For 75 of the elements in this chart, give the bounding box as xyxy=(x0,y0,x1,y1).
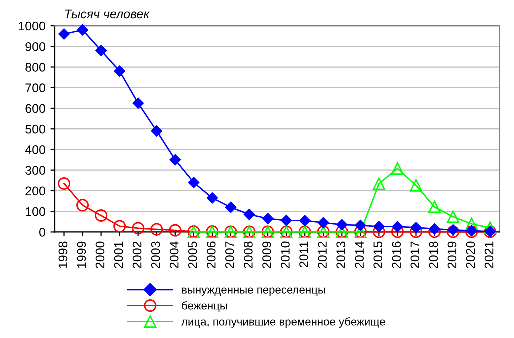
point xyxy=(466,218,478,230)
point xyxy=(391,162,404,175)
point xyxy=(114,220,126,233)
x-tick-label: 2000 xyxy=(96,242,105,268)
point xyxy=(484,222,497,234)
y-tick-label: 700 xyxy=(26,84,46,93)
point xyxy=(447,210,460,224)
y-axis-title: Тысяч человек xyxy=(65,10,150,19)
point xyxy=(169,224,182,237)
x-tick-label: 2003 xyxy=(151,242,160,268)
point xyxy=(132,222,145,235)
point xyxy=(280,215,292,226)
point xyxy=(170,154,182,166)
y-tick-label: 800 xyxy=(26,63,46,72)
point xyxy=(244,209,256,220)
x-tick-label: 2017 xyxy=(410,242,420,268)
x-tick-label: 2013 xyxy=(336,242,346,268)
legend-label: беженцы xyxy=(182,302,228,312)
x-tick-label: 2018 xyxy=(429,242,438,268)
point xyxy=(188,177,200,188)
point xyxy=(132,98,144,109)
point xyxy=(410,179,422,192)
legend-label: лица, получившие временное убежище xyxy=(182,318,386,328)
x-tick-label: 2005 xyxy=(188,242,198,268)
legend-label: вынужденные переселенцы xyxy=(182,288,326,296)
point xyxy=(150,223,164,236)
point xyxy=(372,178,386,190)
x-tick-label: 2021 xyxy=(484,242,494,268)
point xyxy=(428,201,442,214)
point xyxy=(410,222,422,234)
y-tick-label: 900 xyxy=(26,42,46,52)
y-tick-label: 500 xyxy=(26,124,46,134)
x-tick-label: 2004 xyxy=(170,242,179,268)
y-tick-label: 1000 xyxy=(19,22,46,31)
point xyxy=(374,221,385,232)
point xyxy=(114,66,126,77)
x-tick-label: 2019 xyxy=(448,242,457,268)
point xyxy=(77,24,88,36)
y-tick-label: 300 xyxy=(26,166,46,176)
point xyxy=(225,202,237,214)
x-tick-label: 2014 xyxy=(355,242,364,268)
x-tick-label: 2015 xyxy=(374,242,383,268)
point xyxy=(429,224,440,235)
point xyxy=(299,215,311,226)
x-tick-label: 2009 xyxy=(262,242,272,268)
x-tick-label: 2007 xyxy=(225,242,234,268)
point xyxy=(448,224,459,236)
y-tick-label: 100 xyxy=(26,207,46,216)
x-tick-label: 2006 xyxy=(206,242,216,268)
point xyxy=(96,45,107,56)
x-tick-label: 2010 xyxy=(281,242,290,268)
point xyxy=(392,221,404,232)
x-tick-label: 2016 xyxy=(392,242,402,268)
point xyxy=(151,126,162,137)
y-tick-label: 400 xyxy=(25,146,46,154)
y-tick-label: 600 xyxy=(26,104,46,114)
point xyxy=(355,220,366,232)
x-tick-label: 2008 xyxy=(244,242,253,268)
x-tick-label: 2012 xyxy=(318,242,327,268)
point xyxy=(95,209,108,222)
point xyxy=(318,217,330,229)
point xyxy=(76,199,90,212)
point xyxy=(262,213,274,224)
x-tick-label: 2020 xyxy=(466,242,476,268)
x-tick-label: 2002 xyxy=(132,242,142,268)
x-tick-label: 2001 xyxy=(114,242,124,268)
y-tick-label: 200 xyxy=(26,186,46,196)
point xyxy=(336,219,348,231)
point xyxy=(58,28,70,40)
y-tick-label: 0 xyxy=(40,228,46,237)
x-tick-label: 1999 xyxy=(77,242,86,268)
point xyxy=(58,178,71,190)
x-tick-label: 1998 xyxy=(58,242,68,268)
x-tick-label: 2011 xyxy=(300,242,308,268)
point xyxy=(206,192,218,204)
